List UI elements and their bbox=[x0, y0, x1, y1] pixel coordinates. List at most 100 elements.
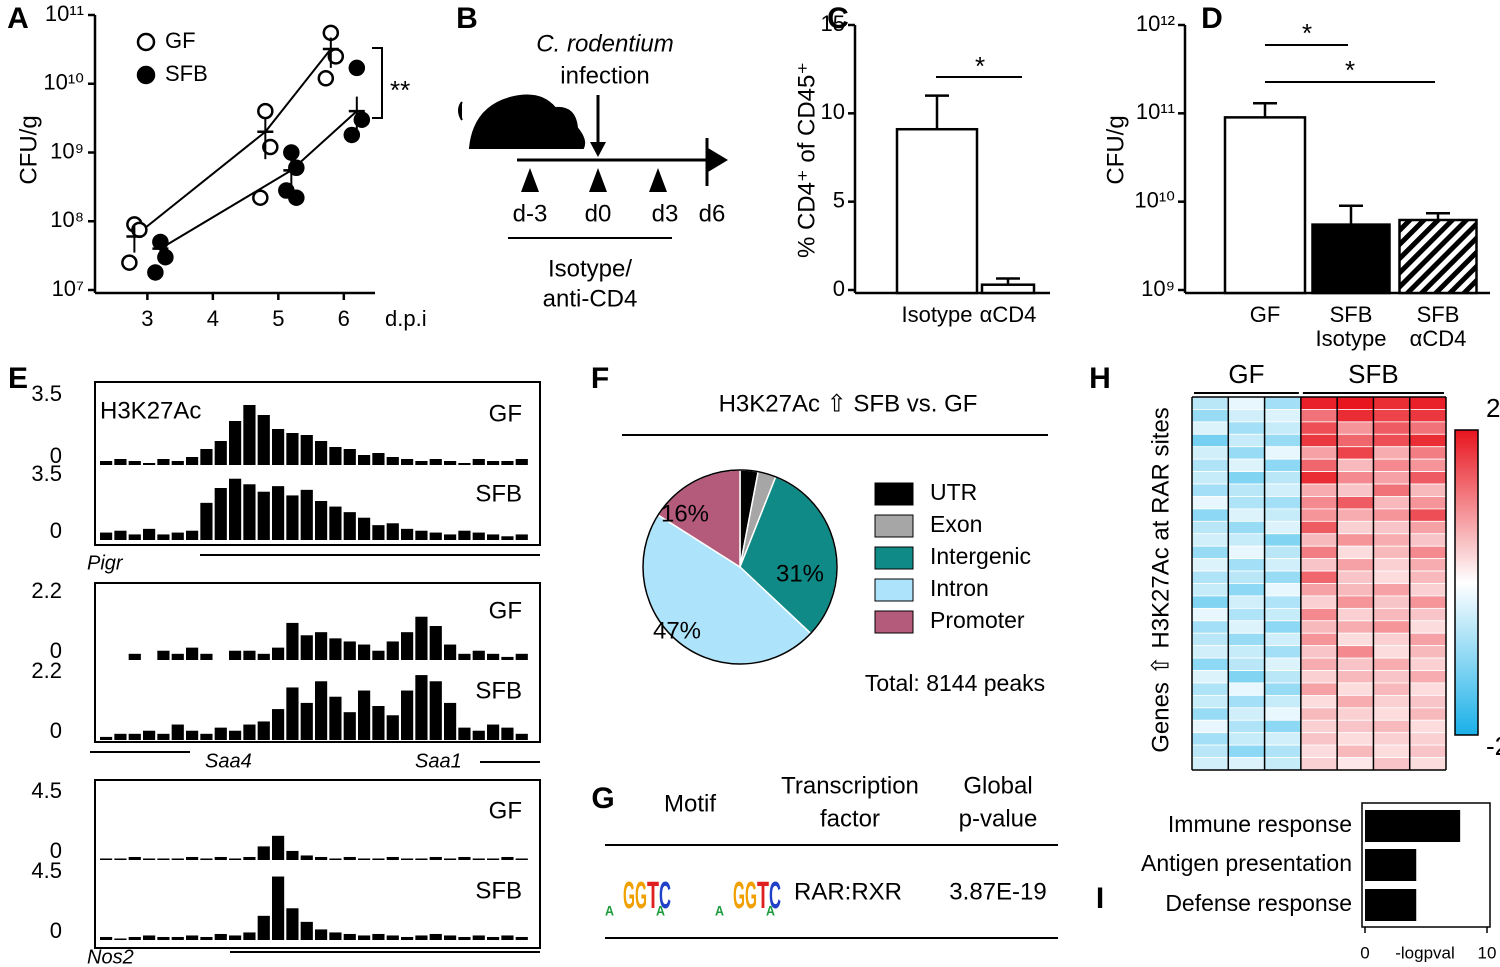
heatmap-cell bbox=[1373, 458, 1411, 472]
heatmap-cell bbox=[1264, 558, 1302, 572]
infection-arrowhead bbox=[590, 142, 606, 157]
gene-models bbox=[90, 554, 540, 953]
data-point bbox=[317, 70, 335, 87]
heatmap-cell bbox=[1409, 583, 1447, 597]
legend-swatch bbox=[874, 578, 914, 602]
track-label: SFB bbox=[475, 877, 522, 904]
signal-bin bbox=[243, 932, 256, 940]
signal-bin bbox=[401, 690, 414, 740]
heatmap-cell bbox=[1336, 483, 1374, 497]
signal-bin bbox=[329, 932, 342, 940]
heatmap-cell bbox=[1373, 695, 1411, 709]
heatmap-cell bbox=[1336, 558, 1374, 572]
x-tick-label: 3 bbox=[141, 306, 153, 331]
signal-bin bbox=[487, 534, 500, 540]
heatmap-cell bbox=[1373, 632, 1411, 647]
panel-label: F bbox=[591, 362, 609, 395]
signal-bin bbox=[343, 933, 356, 940]
infection-label: infection bbox=[560, 62, 649, 89]
heatmap-cell bbox=[1227, 508, 1265, 522]
heatmap-cell bbox=[1409, 533, 1447, 547]
heatmap-cell bbox=[1409, 483, 1447, 497]
signal-bin bbox=[186, 457, 199, 465]
heatmap-cell bbox=[1191, 595, 1229, 609]
data-point bbox=[257, 102, 274, 120]
signal-bin bbox=[386, 457, 399, 465]
heatmap-cell bbox=[1191, 570, 1229, 584]
heatmap-cell bbox=[1227, 757, 1265, 771]
signal-bin bbox=[343, 712, 356, 740]
data-point bbox=[252, 189, 269, 206]
heatmap-cell bbox=[1300, 732, 1338, 746]
heatmap-cell bbox=[1300, 757, 1338, 771]
signal-bin bbox=[515, 936, 528, 940]
heatmap-cell bbox=[1409, 570, 1447, 584]
signal-bin bbox=[315, 441, 328, 465]
track-label: GF bbox=[489, 797, 522, 824]
day-label: d6 bbox=[699, 200, 726, 227]
heatmap-cell bbox=[1409, 657, 1447, 671]
signal-bin bbox=[157, 936, 170, 940]
track-label: SFB bbox=[475, 480, 522, 507]
signal-bin bbox=[472, 858, 485, 860]
signal-bin bbox=[300, 702, 313, 740]
signal-bin bbox=[286, 622, 299, 660]
y-tick-label: 3.5 bbox=[31, 381, 62, 406]
data-point bbox=[288, 189, 305, 206]
signal-bin bbox=[501, 935, 514, 940]
track-box bbox=[94, 582, 541, 743]
bar bbox=[1398, 218, 1478, 295]
heatmap-cell bbox=[1300, 545, 1338, 560]
signal-bin bbox=[458, 727, 471, 740]
heatmap-cell bbox=[1264, 583, 1302, 597]
y-tick-label: 15 bbox=[821, 11, 845, 36]
signal-bin bbox=[128, 534, 141, 540]
heatmap-cell bbox=[1191, 496, 1229, 510]
signal-bin bbox=[186, 856, 199, 860]
heatmap-cell bbox=[1409, 396, 1447, 410]
heatmap-cell bbox=[1373, 732, 1411, 746]
signal-bin bbox=[200, 449, 213, 465]
slice-label: 31% bbox=[776, 560, 824, 587]
heatmap-cell bbox=[1409, 620, 1447, 634]
pie-note: Total: 8144 peaks bbox=[865, 670, 1045, 696]
panel-label: G bbox=[591, 782, 614, 815]
heatmap-cell bbox=[1191, 471, 1229, 485]
y-tick-label: Antigen presentation bbox=[1141, 850, 1352, 876]
table-header: Global bbox=[963, 772, 1032, 799]
signal-bin bbox=[386, 641, 399, 660]
heatmap-cell bbox=[1336, 657, 1374, 671]
signal-bin bbox=[358, 690, 371, 740]
signal-bin bbox=[128, 653, 141, 660]
signal-bin bbox=[243, 724, 256, 740]
signal-bin bbox=[429, 532, 442, 540]
heatmap-cell bbox=[1300, 508, 1338, 522]
data-point bbox=[147, 264, 164, 281]
panel-label: B bbox=[456, 2, 478, 35]
heatmap-cell bbox=[1373, 533, 1411, 547]
signal-bin bbox=[229, 478, 242, 540]
heatmap-cell bbox=[1336, 744, 1374, 758]
heatmap-cell bbox=[1191, 533, 1229, 547]
signal-bin bbox=[358, 517, 371, 540]
data-point bbox=[283, 144, 300, 161]
heatmap-cell bbox=[1373, 471, 1411, 485]
mean-line bbox=[133, 48, 332, 238]
y-tick-label: 2.2 bbox=[31, 658, 62, 683]
gene-label: Saa4 bbox=[205, 750, 252, 772]
heatmap-cell bbox=[1373, 396, 1411, 410]
heatmap-cell bbox=[1300, 570, 1338, 584]
panel-label: D bbox=[1201, 2, 1223, 35]
signal-bin bbox=[286, 687, 299, 740]
heatmap-cell bbox=[1373, 409, 1411, 423]
signal-bin bbox=[415, 675, 428, 740]
y-tick-label: 4.5 bbox=[31, 858, 62, 883]
y-tick-label: 3.5 bbox=[31, 461, 62, 486]
signal-bin bbox=[315, 929, 328, 940]
heatmap-cell bbox=[1373, 520, 1411, 535]
heatmap-cell bbox=[1336, 732, 1374, 746]
heatmap-cell bbox=[1300, 620, 1338, 634]
signal-bin bbox=[372, 650, 385, 660]
legend-marker bbox=[136, 32, 156, 52]
signal-bin bbox=[487, 724, 500, 740]
